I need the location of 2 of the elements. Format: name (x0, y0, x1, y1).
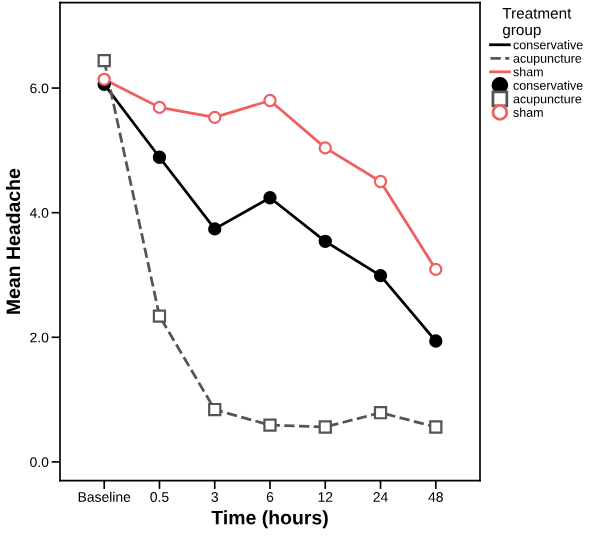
x-axis-title: Time (hours) (211, 510, 328, 529)
y-axis-title: Mean Headache (5, 168, 21, 314)
